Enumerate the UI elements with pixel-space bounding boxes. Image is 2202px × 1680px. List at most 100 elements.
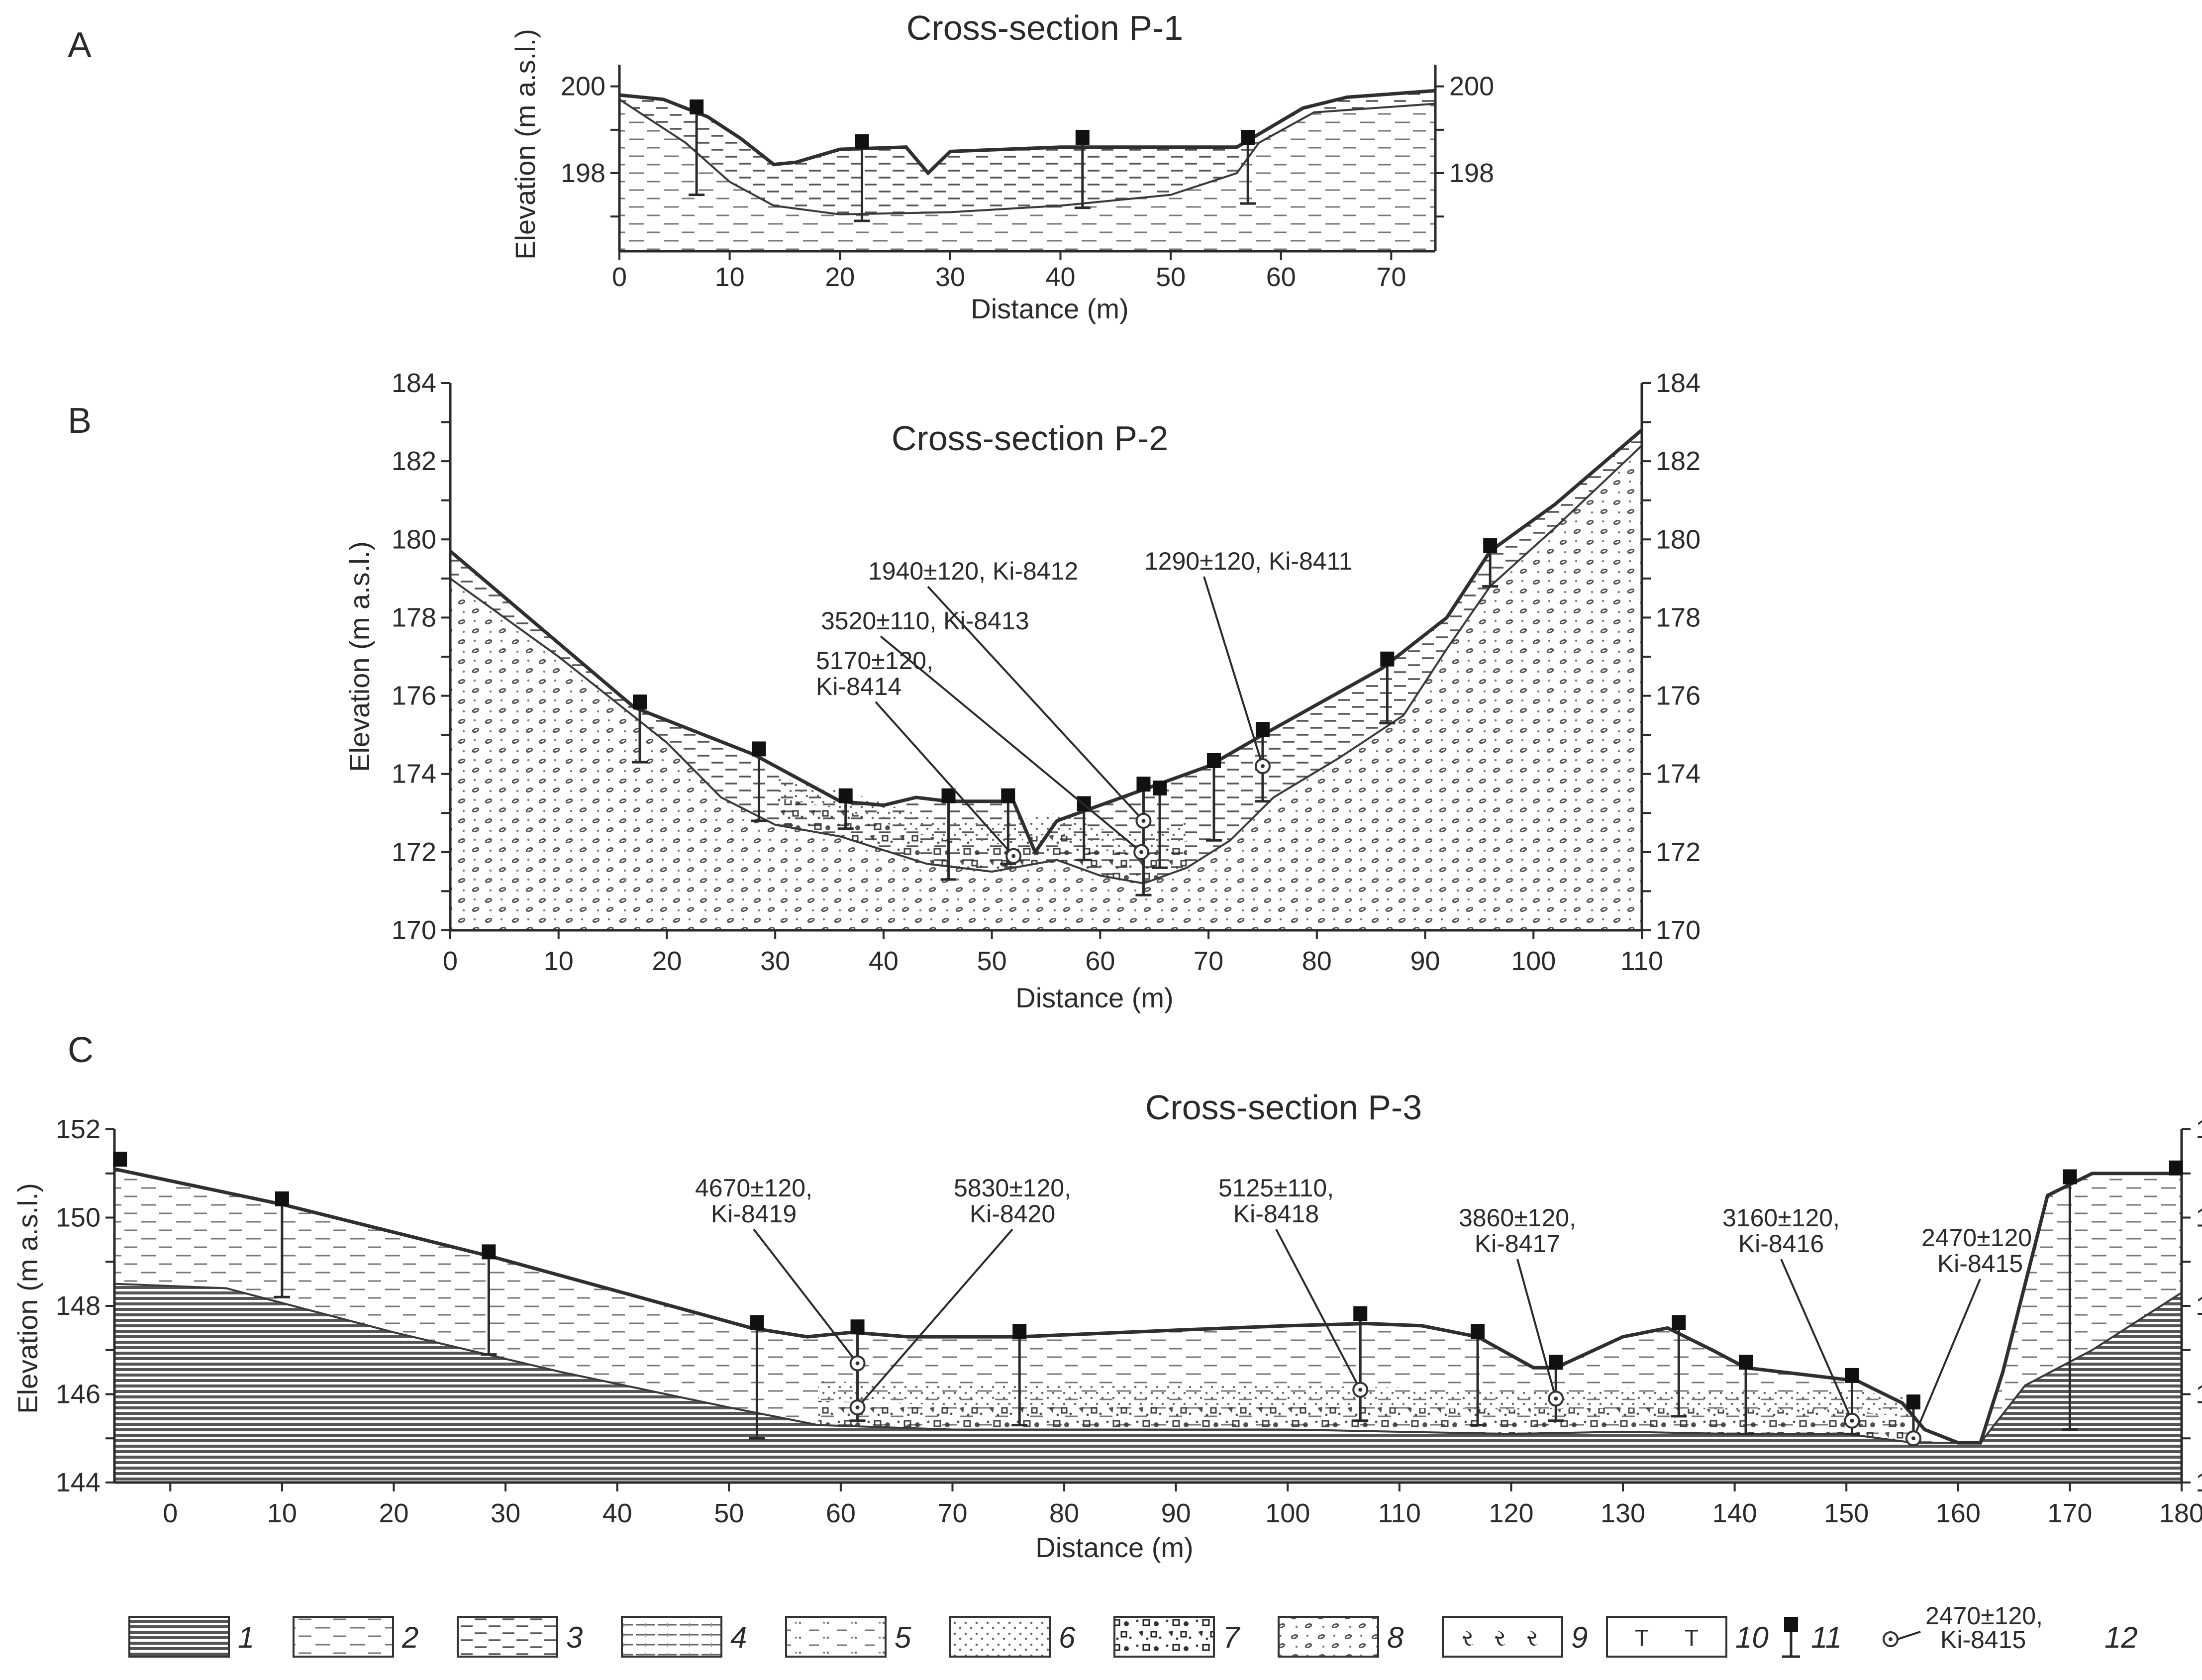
date-leader-line — [857, 1228, 1013, 1408]
x-tick-label: 110 — [1620, 946, 1663, 976]
borehole-head-marker — [1075, 129, 1090, 145]
y-tick-label-left: 176 — [392, 681, 436, 711]
radiocarbon-date-label: 3860±120, Ki-8417 — [1459, 1204, 1576, 1258]
x-tick-label: 0 — [612, 262, 627, 292]
x-tick-label: 50 — [1156, 262, 1186, 292]
legend-number-10: 10 — [1735, 1621, 1769, 1654]
x-tick-label: 130 — [1601, 1498, 1645, 1528]
x-tick-label: 90 — [1410, 946, 1440, 976]
y-tick-label-left: 150 — [56, 1203, 100, 1233]
unit-boundary-line — [449, 445, 1643, 885]
y-axis-label-p3: Elevation (m a.s.l.) — [12, 1183, 43, 1414]
legend-number-8: 8 — [1387, 1621, 1404, 1654]
legend-symbol-glyph: ર — [1494, 1625, 1506, 1651]
radiocarbon-date-label: 1940±120, Ki-8412 — [868, 557, 1078, 585]
chart-title-p1: Cross-section P-1 — [906, 8, 1183, 47]
upper-unit-fill — [450, 430, 1642, 884]
radiocarbon-date-label: 3520±110, Ki-8413 — [821, 607, 1029, 635]
upper-unit-fill — [619, 91, 1435, 214]
y-tick-label-right: 174 — [1656, 759, 1701, 789]
legend-number-2: 2 — [401, 1621, 418, 1654]
radiocarbon-date-label: 5125±110, Ki-8418 — [1218, 1174, 1334, 1228]
panel-letter-a: A — [68, 25, 92, 65]
date-leader-line — [1203, 576, 1264, 767]
legend-number-11: 11 — [1811, 1621, 1842, 1654]
plot-area-p1: 0 10 20 30 40 50 60 70 198 198 200 200 — [561, 65, 1494, 292]
borehole-head-marker — [482, 1244, 496, 1260]
borehole-head-marker — [1483, 538, 1498, 553]
legend-swatch-9 — [1442, 1616, 1563, 1658]
borehole-head-marker — [1672, 1315, 1686, 1330]
y-tick-label-right: 170 — [1656, 915, 1701, 945]
legend-swatch-8 — [1278, 1616, 1379, 1658]
y-tick-label-right: 150 — [2196, 1203, 2202, 1233]
y-tick-label-right: 182 — [1656, 446, 1701, 476]
legend-number-9: 9 — [1571, 1621, 1588, 1654]
date-leader-line — [753, 1228, 859, 1364]
borehole-head-marker — [1255, 722, 1270, 737]
legend-symbol-glyph: T — [1685, 1625, 1699, 1651]
borehole-head-marker — [750, 1315, 764, 1330]
legend-swatch-4 — [621, 1616, 722, 1658]
x-tick-label: 20 — [379, 1498, 408, 1528]
y-tick-label-left: 198 — [561, 158, 605, 188]
radiocarbon-date-label: 5830±120, Ki-8420 — [954, 1174, 1071, 1228]
y-tick-label-left: 180 — [392, 524, 436, 554]
date-sample-center — [855, 1405, 860, 1410]
radiocarbon-date-label: 3160±120, Ki-8416 — [1722, 1204, 1840, 1258]
legend-symbol-glyph: ર — [1526, 1625, 1538, 1651]
x-tick-label: 180 — [2159, 1498, 2202, 1528]
y-tick-label-right: 178 — [1656, 602, 1701, 632]
x-tick-label: 70 — [937, 1498, 967, 1528]
date-leader-line — [1516, 1259, 1557, 1399]
date-leader-line — [927, 586, 1144, 822]
date-sample-center — [1139, 850, 1144, 854]
ground-surface-line — [619, 89, 1436, 176]
x-tick-label: 80 — [1302, 946, 1332, 976]
y-tick-label-right: 146 — [2196, 1380, 2202, 1409]
borehole-head-marker — [2063, 1169, 2077, 1185]
radiocarbon-date-label: 2470±120, Ki-8415 — [1921, 1224, 2039, 1278]
borehole-head-marker — [1906, 1394, 1920, 1410]
x-tick-label: 10 — [715, 262, 745, 292]
borehole-head-marker — [633, 694, 647, 710]
date-sample-center — [1141, 819, 1146, 823]
x-tick-label: 60 — [826, 1498, 856, 1528]
y-tick-label-left: 146 — [56, 1380, 100, 1409]
x-tick-label: 40 — [602, 1498, 632, 1528]
y-tick-label-right: 180 — [1656, 524, 1701, 554]
legend-swatch-7 — [1113, 1616, 1215, 1658]
y-tick-label-right: 176 — [1656, 681, 1701, 711]
lower-unit-fill — [619, 99, 1435, 252]
y-tick-label-left: 170 — [392, 915, 436, 945]
legend-swatch-1 — [128, 1616, 230, 1658]
borehole-head-marker — [838, 788, 853, 803]
sand-unit-fill — [818, 1381, 1914, 1419]
x-tick-label: 30 — [935, 262, 965, 292]
borehole-head-marker — [690, 99, 704, 114]
borehole-head-marker — [275, 1191, 289, 1206]
borehole-head-marker — [752, 741, 766, 757]
x-tick-label: 70 — [1376, 262, 1406, 292]
borehole-head-marker — [1012, 1324, 1027, 1339]
upper-unit-fill — [114, 1169, 2182, 1443]
x-tick-label: 50 — [977, 946, 1007, 976]
date-leader-line — [880, 635, 1142, 853]
date-leader-line — [875, 701, 1014, 857]
x-tick-label: 60 — [1085, 946, 1115, 976]
borehole-head-marker — [113, 1152, 127, 1167]
chart-title-p2: Cross-section P-2 — [892, 419, 1168, 458]
y-axis-label-p2: Elevation (m a.s.l.) — [344, 541, 375, 772]
borehole-head-marker — [850, 1319, 865, 1335]
x-tick-label: 80 — [1049, 1498, 1079, 1528]
x-tick-label: 40 — [1045, 262, 1075, 292]
radiocarbon-date-label: 1290±120, Ki-8411 — [1144, 547, 1353, 575]
ground-surface-line — [449, 428, 1643, 856]
x-tick-label: 90 — [1161, 1498, 1191, 1528]
y-tick-label-left: 152 — [56, 1114, 100, 1144]
x-tick-label: 0 — [443, 946, 458, 976]
date-sample-center — [1358, 1387, 1363, 1392]
borehole-head-marker — [1153, 781, 1167, 795]
x-tick-label: 50 — [714, 1498, 744, 1528]
